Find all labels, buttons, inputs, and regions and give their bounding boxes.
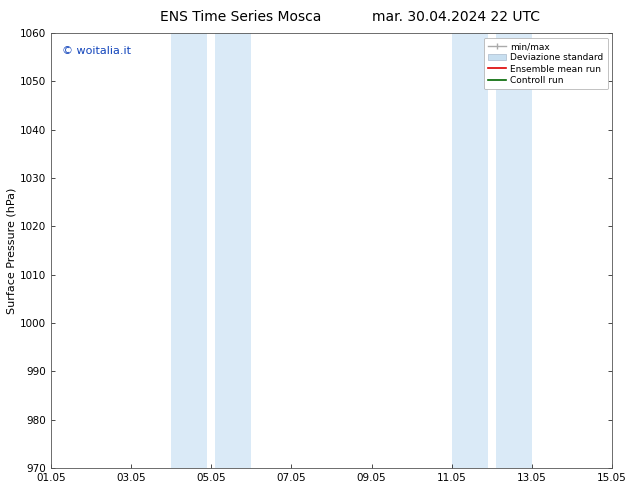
Text: ENS Time Series Mosca: ENS Time Series Mosca xyxy=(160,10,321,24)
Y-axis label: Surface Pressure (hPa): Surface Pressure (hPa) xyxy=(7,187,17,314)
Bar xyxy=(452,33,488,468)
Bar xyxy=(496,33,532,468)
Text: © woitalia.it: © woitalia.it xyxy=(62,46,131,56)
Bar xyxy=(171,33,207,468)
Bar xyxy=(215,33,251,468)
Text: mar. 30.04.2024 22 UTC: mar. 30.04.2024 22 UTC xyxy=(373,10,540,24)
Legend: min/max, Deviazione standard, Ensemble mean run, Controll run: min/max, Deviazione standard, Ensemble m… xyxy=(484,38,607,89)
